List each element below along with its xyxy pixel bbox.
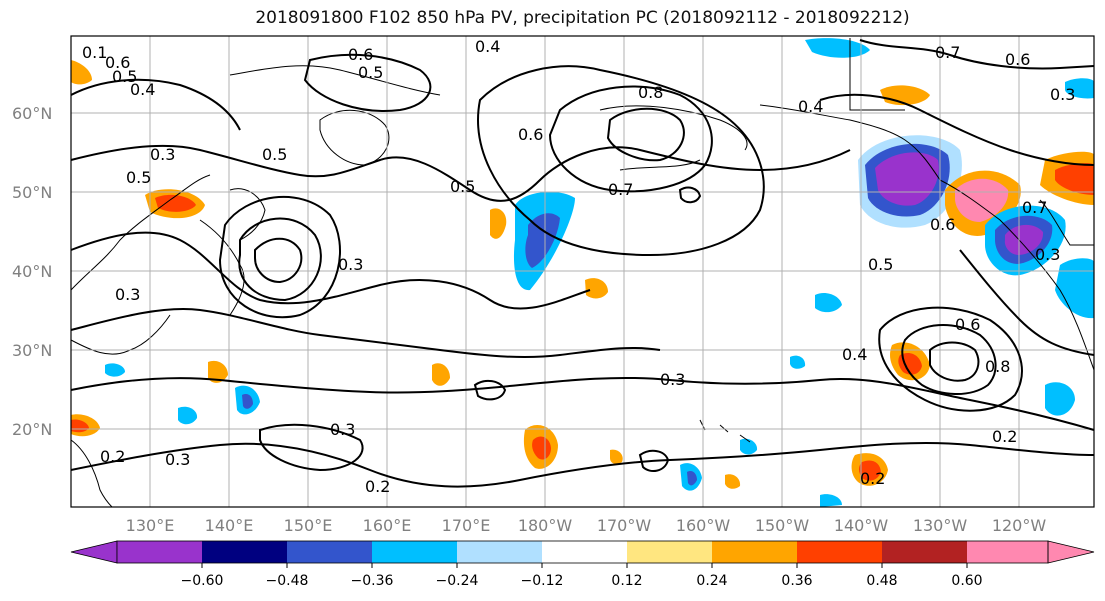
pv-contours [70,39,1095,488]
lat-label: 30°N [12,341,52,360]
contour-label: 0.7 [1022,198,1047,217]
contour-label: 0.6 [930,215,955,234]
contour-label: 0.3 [150,145,175,164]
colorbar-swatch [457,541,542,563]
lon-label: 160°E [363,516,412,535]
lat-label: 40°N [12,262,52,281]
colorbar-swatch [627,541,712,563]
contour-label: 0.5 [126,168,151,187]
colorbar-swatch [117,541,202,563]
colorbar: −0.60 −0.48 −0.36 −0.24 −0.12 0.12 0.24 … [70,540,1095,589]
contour-label: 0.5 [262,145,287,164]
precip-shading [71,38,1094,507]
lon-label: 180°W [518,516,573,535]
colorbar-extend-min [70,540,118,564]
contour-label: 0.2 [365,477,390,496]
lon-label: 150°W [755,516,810,535]
colorbar-tick-label: 0.12 [611,573,642,589]
longitude-axis: 130°E 140°E 150°E 160°E 170°E 180°W 170°… [126,516,1047,535]
colorbar-tick-label: 0.48 [866,573,897,589]
contour-label: 0.5 [868,255,893,274]
contour-label: 0.5 [112,67,137,86]
contour-label: 0.3 [165,450,190,469]
colorbar-swatch [882,541,967,563]
latitude-axis: 60°N 50°N 40°N 30°N 20°N [12,104,52,439]
contour-label: 0.5 [450,177,475,196]
contour-label: 0.1 [82,43,107,62]
lat-label: 60°N [12,104,52,123]
contour-label: 0.8 [638,83,663,102]
colorbar-tick-label: −0.12 [521,573,564,589]
contour-label: 0.6 [518,125,543,144]
colorbar-extend-max [1047,540,1095,564]
colorbar-swatch [202,541,287,563]
colorbar-outline [116,540,1049,564]
contour-label: 0.3 [1050,85,1075,104]
contour-label: 0.3 [330,420,355,439]
contour-label: 0.8 [985,357,1010,376]
contour-label: 0.4 [842,345,867,364]
contour-label-group: 0.1 0.6 0.5 0.4 0.6 0.5 0.4 0.3 0.8 0.7 … [82,37,1075,496]
lon-label: 170°E [442,516,491,535]
contour-label: 0.3 [115,285,140,304]
colorbar-tick-label: 0.24 [696,573,727,589]
colorbar-tick-label: 0.60 [951,573,982,589]
map-title: 2018091800 F102 850 hPa PV, precipitatio… [255,8,910,28]
colorbar-tick-label: 0.36 [781,573,812,589]
colorbar-swatch [967,541,1048,563]
contour-label: 0.6 [1005,50,1030,69]
map-frame [70,35,1095,508]
contour-label: 0.4 [475,37,500,56]
lat-label: 20°N [12,420,52,439]
lat-label: 50°N [12,183,52,202]
contour-label: 0.5 [358,63,383,82]
contour-label: 0.7 [608,180,633,199]
contour-label: 0.6 [348,45,373,64]
colorbar-swatch [542,541,627,563]
contour-label: 0.4 [130,80,155,99]
lon-label: 160°W [676,516,731,535]
lon-label: 150°E [284,516,333,535]
lon-label: 120°W [992,516,1047,535]
lon-label: 130°W [913,516,968,535]
colorbar-tick-label: −0.24 [436,573,479,589]
graticule [71,36,1094,507]
contour-label: 0.2 [992,427,1017,446]
lon-label: 140°W [834,516,889,535]
colorbar-tick-label: −0.48 [266,573,309,589]
contour-label: 0.4 [798,97,823,116]
contour-label: 0.7 [935,43,960,62]
colorbar-swatch [712,541,797,563]
colorbar-tick-label: −0.60 [181,573,224,589]
contour-label: 0.2 [100,447,125,466]
contour-label: 0.3 [660,370,685,389]
contour-label: 0.3 [1035,245,1060,264]
contour-label: 0.6 [105,53,130,72]
lon-label: 130°E [126,516,175,535]
colorbar-swatch [797,541,882,563]
lon-label: 140°E [205,516,254,535]
colorbar-swatch [372,541,457,563]
lon-label: 170°W [597,516,652,535]
coastlines [70,38,1095,508]
contour-label: 0.6 [955,315,980,334]
colorbar-swatch [287,541,372,563]
contour-label: 0.3 [338,255,363,274]
contour-label: 0.2 [860,469,885,488]
colorbar-tick-label: −0.36 [351,573,394,589]
